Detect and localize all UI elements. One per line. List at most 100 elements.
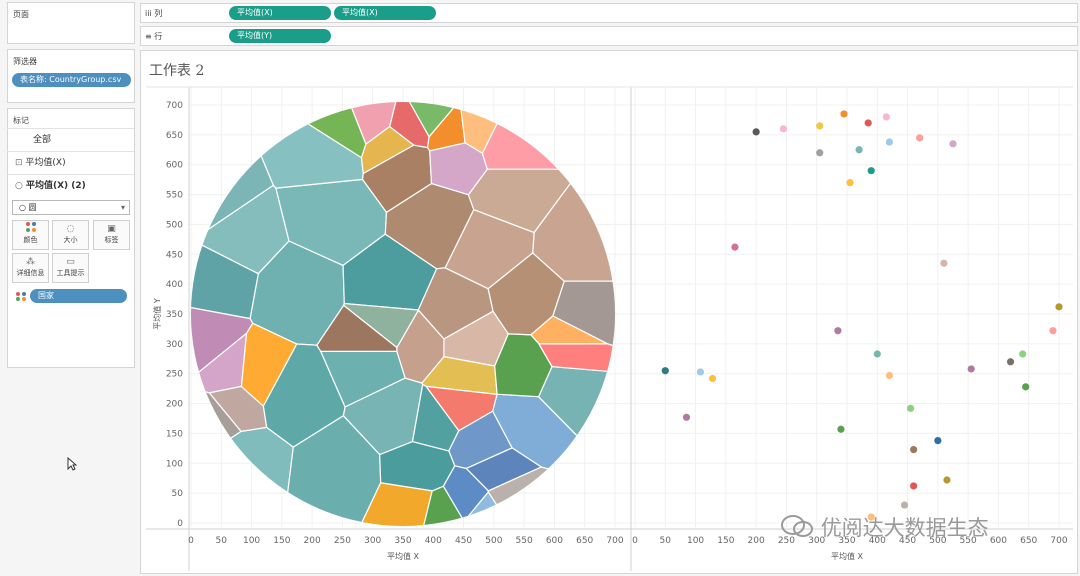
scatter-point bbox=[837, 425, 845, 433]
x-tick-label: 200 bbox=[304, 536, 321, 546]
y-tick-label: 250 bbox=[166, 370, 183, 380]
scatter-point bbox=[967, 365, 975, 373]
column-pill-avg-x-1[interactable]: 平均值(X) bbox=[229, 6, 331, 20]
x-tick-label: 600 bbox=[546, 536, 563, 546]
x-tick-label: 500 bbox=[485, 536, 502, 546]
x-tick-label: 250 bbox=[334, 536, 351, 546]
y-tick-label: 0 bbox=[177, 519, 183, 529]
rows-label: 行 bbox=[154, 32, 163, 41]
size-icon: ◌ bbox=[66, 224, 75, 234]
axes: 0 50 100 150 200 250 300 350 400 450 500 550 600 650 7… bbox=[146, 86, 1073, 571]
voronoi-cell bbox=[537, 343, 615, 373]
rows-shelf[interactable]: ≡ 行 平均值(Y) bbox=[140, 26, 1078, 46]
mark-type-dropdown[interactable]: ○ 圆 ▾ bbox=[12, 200, 130, 215]
color-icon bbox=[13, 221, 48, 235]
color-legend-icon bbox=[15, 291, 27, 304]
marks-panel-title: 标记 bbox=[13, 116, 29, 125]
scatter-point bbox=[940, 259, 948, 267]
size-button[interactable]: ◌ 大小 bbox=[52, 220, 89, 250]
pages-panel[interactable]: 页面 bbox=[7, 2, 135, 44]
scatter-point bbox=[752, 128, 760, 136]
x-tick-label: 700 bbox=[606, 536, 623, 546]
x-tick-label: 450 bbox=[455, 536, 472, 546]
columns-label: 列 bbox=[154, 9, 163, 18]
filters-panel-title: 筛选器 bbox=[13, 57, 37, 66]
rows-icon: ≡ bbox=[145, 32, 152, 41]
voronoi-cell bbox=[240, 322, 298, 408]
y-tick-label: 550 bbox=[166, 191, 183, 201]
x-tick-label: 700 bbox=[1050, 536, 1067, 546]
tooltip-icon: ▭ bbox=[66, 257, 75, 267]
sheet-title: 工作表 2 bbox=[149, 63, 205, 79]
scatter-point bbox=[1022, 383, 1030, 391]
filters-panel: 筛选器 表名称: CountryGroup.csv bbox=[7, 49, 135, 103]
x-tick-label: 100 bbox=[243, 536, 260, 546]
x-axis-title-left: 平均值 X bbox=[387, 551, 420, 561]
marks-avg-x-tab[interactable]: ⊡ 平均值(X) bbox=[7, 151, 134, 173]
x-tick-label: 350 bbox=[838, 536, 855, 546]
y-tick-label: 300 bbox=[166, 340, 183, 350]
scatter-point bbox=[1055, 303, 1063, 311]
filter-pill-table-name[interactable]: 表名称: CountryGroup.csv bbox=[12, 73, 131, 87]
y-tick-label: 150 bbox=[166, 429, 183, 439]
x-tick-label: 200 bbox=[748, 536, 765, 546]
scatter-point bbox=[1006, 358, 1015, 366]
mouse-cursor-icon bbox=[67, 456, 78, 474]
x-tick-label: 400 bbox=[869, 536, 886, 546]
scatter-point bbox=[816, 149, 824, 157]
scatter-point bbox=[682, 413, 691, 421]
y-tick-label: 600 bbox=[166, 161, 183, 171]
scatter-point bbox=[867, 513, 875, 521]
scatter-point bbox=[1019, 350, 1027, 358]
x-tick-label: 350 bbox=[394, 536, 411, 546]
chevron-down-icon: ▾ bbox=[120, 203, 125, 212]
x-tick-label: 0 bbox=[632, 536, 638, 546]
watermark: 优阅达大数据生态 bbox=[780, 512, 989, 543]
scatter-point bbox=[885, 371, 894, 380]
scatter-point bbox=[916, 134, 924, 142]
y-tick-label: 650 bbox=[166, 131, 183, 141]
country-color-pill[interactable]: 国家 bbox=[30, 289, 127, 303]
tooltip-button[interactable]: ▭ 工具提示 bbox=[52, 253, 89, 283]
scatter-point bbox=[907, 404, 915, 412]
row-pill-avg-y[interactable]: 平均值(Y) bbox=[229, 29, 331, 43]
voronoi-cell bbox=[191, 426, 294, 526]
label-icon: ▣ bbox=[107, 224, 116, 234]
x-tick-label: 250 bbox=[778, 536, 795, 546]
label-button[interactable]: ▣ 标签 bbox=[93, 220, 130, 250]
scatter-point bbox=[661, 367, 669, 375]
scatter-point bbox=[855, 146, 863, 154]
scatter-point bbox=[779, 125, 788, 133]
x-tick-label: 600 bbox=[990, 536, 1007, 546]
x-tick-label: 500 bbox=[929, 536, 946, 546]
scatter-point bbox=[943, 476, 951, 484]
column-pill-avg-x-2[interactable]: 平均值(X) bbox=[334, 6, 436, 20]
scatter-point bbox=[910, 482, 918, 490]
scatter-point bbox=[934, 436, 942, 445]
x-tick-label: 550 bbox=[960, 536, 977, 546]
scatter-point bbox=[708, 374, 717, 383]
bar-chart-icon: ⊡ bbox=[15, 158, 23, 168]
scatter-point bbox=[949, 140, 957, 148]
scatter-point bbox=[873, 350, 881, 358]
detail-button[interactable]: ⁂ 详细信息 bbox=[12, 253, 49, 283]
x-tick-label: 50 bbox=[216, 536, 228, 546]
x-tick-label: 0 bbox=[188, 536, 194, 546]
marks-avg-x2-tab[interactable]: ○ 平均值(X) (2) bbox=[7, 174, 134, 196]
x-tick-label: 300 bbox=[808, 536, 825, 546]
chart-canvas: 0 50 100 150 200 250 300 350 400 450 500 550 600 650 7… bbox=[146, 86, 1073, 571]
voronoi-cells bbox=[191, 102, 615, 526]
columns-shelf[interactable]: iii 列 平均值(X) 平均值(X) bbox=[140, 3, 1078, 23]
scatter-points bbox=[661, 110, 1063, 521]
worksheet: 工作表 2 0 50 100 150 200 250 300 350 400 450 500 550 6… bbox=[140, 50, 1078, 574]
detail-icon: ⁂ bbox=[26, 257, 35, 267]
color-button[interactable]: 颜色 bbox=[12, 220, 49, 250]
x-tick-label: 400 bbox=[425, 536, 442, 546]
scatter-point bbox=[1049, 327, 1057, 335]
marks-all-tab[interactable]: 全部 bbox=[7, 128, 134, 150]
voronoi-cell bbox=[552, 280, 615, 348]
x-tick-label: 650 bbox=[576, 536, 593, 546]
x-tick-label: 650 bbox=[1020, 536, 1037, 546]
x-tick-label: 100 bbox=[687, 536, 704, 546]
voronoi-cell bbox=[208, 385, 268, 433]
